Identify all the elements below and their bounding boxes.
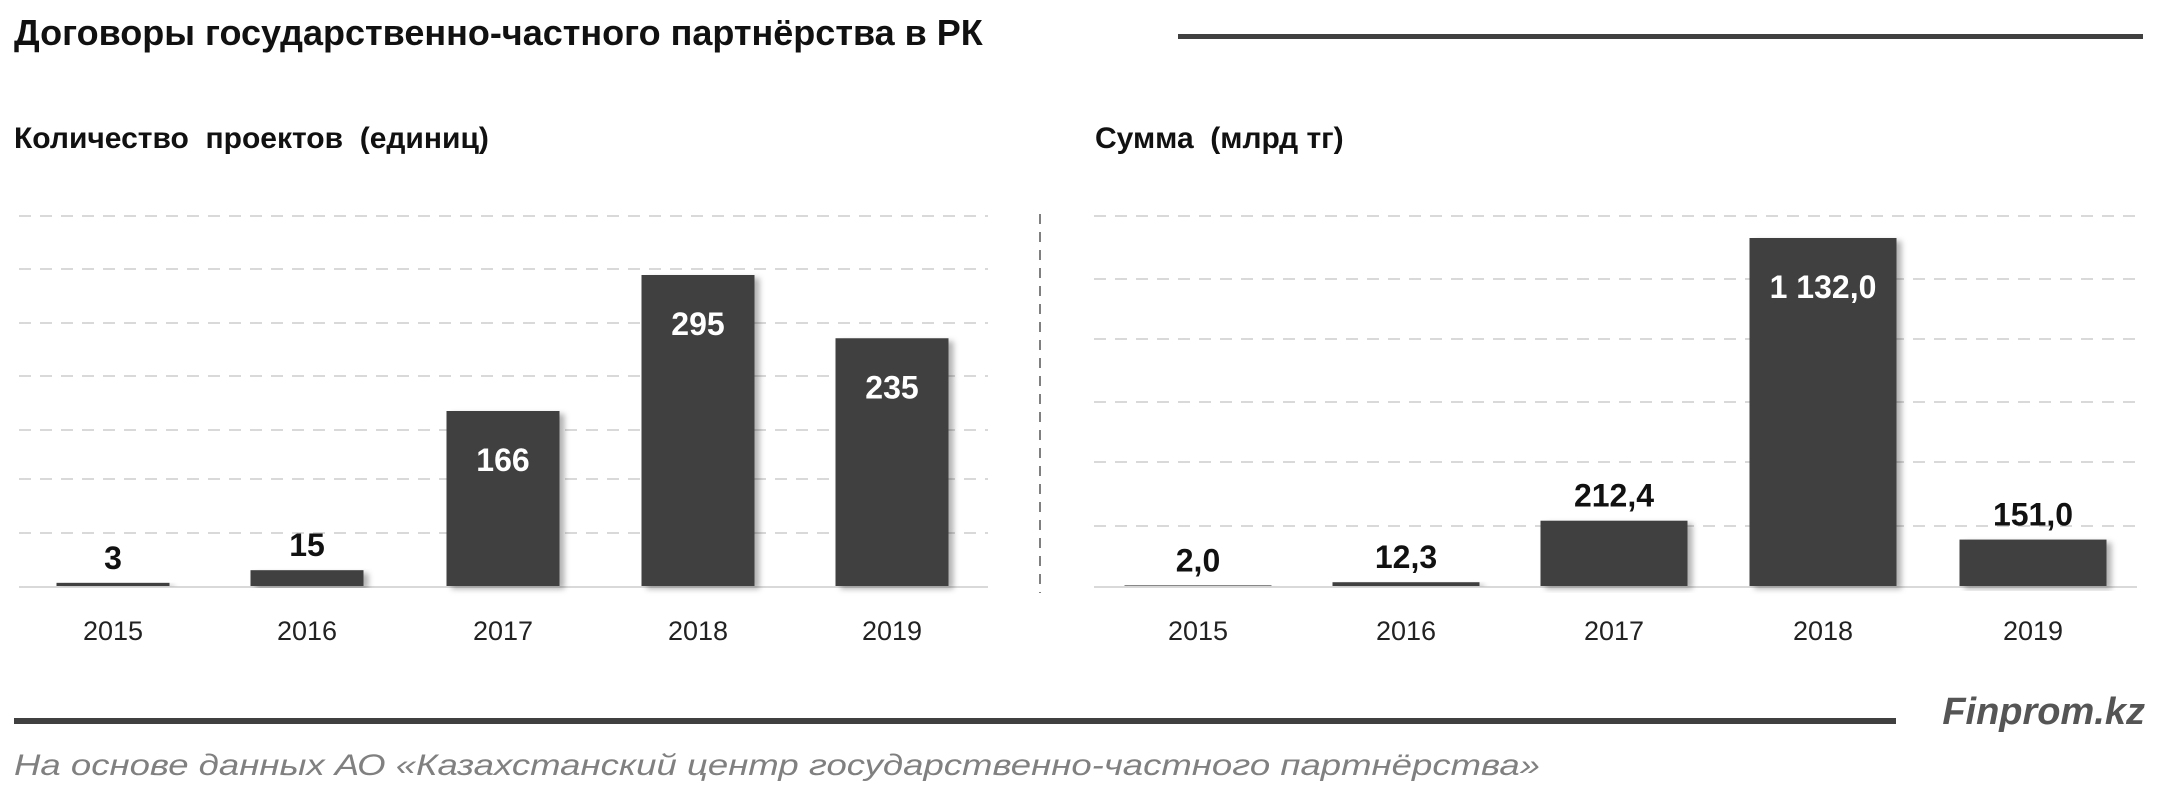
bar-2015 xyxy=(56,582,170,586)
data-label: 15 xyxy=(289,527,325,563)
chart-title-amount: Сумма (млрд тг) xyxy=(1095,122,1344,155)
chart-title-projects: Количество проектов (единиц) xyxy=(14,122,489,155)
data-label: 151,0 xyxy=(1993,497,2073,533)
bar-2018 xyxy=(1749,238,1897,586)
bar-2017 xyxy=(446,410,560,586)
x-tick-label: 2017 xyxy=(1584,616,1644,646)
x-tick-label: 2016 xyxy=(277,616,337,646)
data-label: 12,3 xyxy=(1375,539,1437,575)
bar-2018 xyxy=(641,275,755,586)
x-tick-label: 2017 xyxy=(473,616,533,646)
bar-2019 xyxy=(835,338,949,586)
projects-chart: 3 2015 15 2016 166 2017 295 2018 235 2019 xyxy=(19,215,988,646)
x-tick-label: 2018 xyxy=(1793,616,1853,646)
data-label: 1 132,0 xyxy=(1770,269,1877,305)
x-tick-label: 2015 xyxy=(1168,616,1228,646)
x-tick-label: 2016 xyxy=(1376,616,1436,646)
x-tick-label: 2015 xyxy=(83,616,143,646)
bar-2019 xyxy=(1959,539,2107,586)
footer-rule xyxy=(14,718,1896,724)
data-label: 2,0 xyxy=(1176,542,1220,578)
source-note: На основе данных АО «Казахстанский центр… xyxy=(14,749,1540,782)
bar-2015 xyxy=(1124,585,1272,586)
title-rule xyxy=(1178,34,2143,39)
data-label: 235 xyxy=(865,369,918,405)
data-label: 295 xyxy=(671,306,724,342)
data-label: 3 xyxy=(104,540,122,576)
bar-2017 xyxy=(1540,520,1688,586)
data-label: 212,4 xyxy=(1574,478,1654,514)
bar-2016 xyxy=(250,570,364,586)
bar-2016 xyxy=(1332,582,1480,586)
data-label: 166 xyxy=(476,442,529,478)
brand-logo: Finprom.kz xyxy=(1942,691,2145,733)
x-tick-label: 2019 xyxy=(862,616,922,646)
x-tick-label: 2019 xyxy=(2003,616,2063,646)
page-title: Договоры государственно-частного партнёр… xyxy=(14,12,984,53)
x-tick-label: 2018 xyxy=(668,616,728,646)
amount-chart: 2,0 2015 12,3 2016 212,4 2017 1 132,0 2018 151,0… xyxy=(1094,215,2137,646)
